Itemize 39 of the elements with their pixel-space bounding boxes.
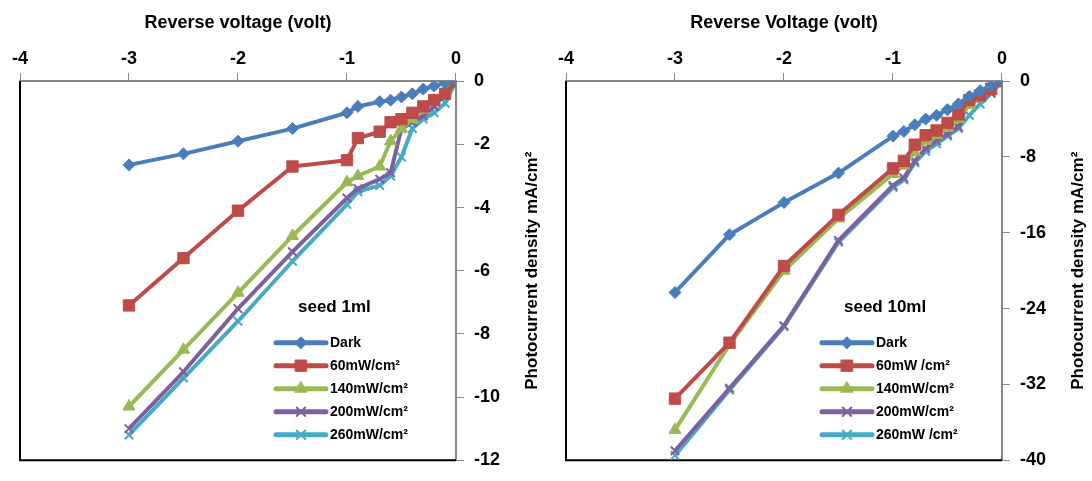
- legend-label: 200mW/cm²: [329, 402, 409, 419]
- y-tick-label: -40: [1019, 449, 1046, 470]
- y-axis-title: Photocurrent density mA/cm²: [521, 151, 541, 390]
- x-tick-label: -4: [11, 48, 29, 69]
- x-tick-label: -2: [229, 48, 246, 69]
- x-tick-label: -3: [666, 48, 683, 69]
- x-tick-label: 0: [996, 48, 1007, 69]
- x-tick-label: -1: [338, 48, 355, 69]
- legend-label: 60mW/cm²: [329, 356, 401, 373]
- legend-label: 140mW/cm²: [875, 379, 955, 396]
- legend-label: 260mW/cm²: [329, 425, 409, 442]
- y-tick-label: -32: [1019, 373, 1046, 394]
- y-axis-title: Photocurrent density mA/cm²: [1067, 151, 1087, 390]
- legend-label: 260mW /cm²: [875, 425, 959, 442]
- y-tick-label: -4: [473, 196, 490, 217]
- x-axis-title: Reverse voltage (volt): [144, 11, 332, 32]
- x-tick-label: -1: [884, 48, 901, 69]
- x-tick-label: -4: [557, 48, 575, 69]
- annotation: seed 1ml: [297, 296, 371, 316]
- y-tick-label: -12: [473, 449, 500, 470]
- y-tick-label: -8: [1019, 145, 1036, 166]
- y-tick-label: -8: [473, 322, 490, 343]
- x-axis-title: Reverse Voltage (volt): [690, 11, 878, 32]
- annotation: seed 10ml: [843, 296, 927, 316]
- y-tick-label: -24: [1019, 297, 1046, 318]
- legend-label: 140mW/cm²: [329, 379, 409, 396]
- legend-label: 200mW/cm²: [875, 402, 955, 419]
- y-tick-label: -10: [473, 386, 500, 406]
- x-tick-label: -3: [120, 48, 137, 69]
- x-tick-label: -2: [775, 48, 792, 69]
- legend-label: 60mW /cm²: [875, 356, 951, 373]
- y-tick-label: 0: [473, 70, 484, 91]
- y-tick-label: -6: [473, 259, 490, 280]
- y-tick-label: -16: [1019, 221, 1046, 242]
- y-tick-label: 0: [1019, 70, 1030, 91]
- legend-label: Dark: [875, 333, 908, 350]
- x-tick-label: 0: [450, 48, 461, 69]
- y-tick-label: -2: [473, 133, 490, 154]
- legend-label: Dark: [329, 333, 362, 350]
